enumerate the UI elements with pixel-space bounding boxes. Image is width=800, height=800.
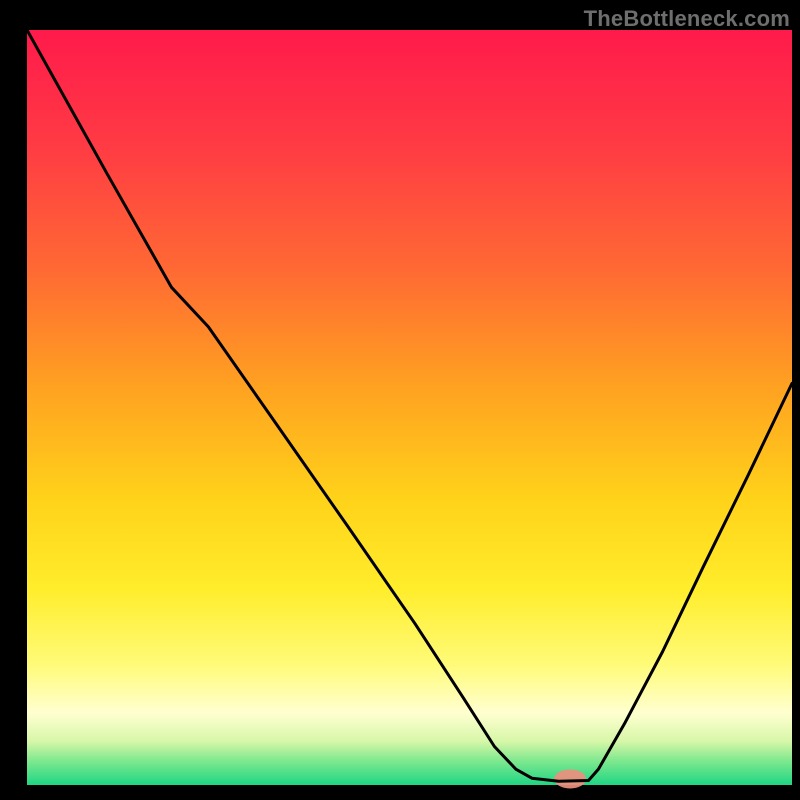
- chart-svg: [0, 0, 800, 800]
- attribution-text: TheBottleneck.com: [584, 6, 790, 32]
- plot-background: [27, 30, 792, 785]
- curve-marker: [554, 769, 586, 788]
- chart-root: TheBottleneck.com: [0, 0, 800, 800]
